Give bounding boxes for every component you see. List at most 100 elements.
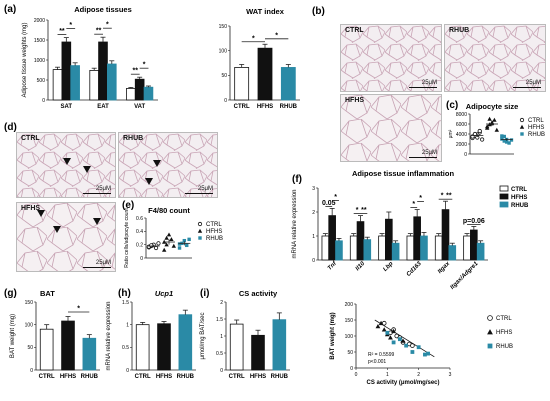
point-hfhs [164,235,169,240]
point-rhub [416,345,421,350]
bar [476,242,485,261]
point-hfhs [494,127,499,132]
bar [61,41,72,101]
significance-label: * [356,207,359,214]
chart-title: BAT [40,289,55,298]
bar [434,235,443,261]
bar [39,328,54,371]
y-tick-label: 6000 [456,122,467,128]
bar [70,65,80,101]
point-hfhs [171,243,176,248]
x-tick-label: HFHS [156,374,172,380]
chart-s: 0 50 100 150 200 BAT weight (mg) 0 1 2 3 CS activi… [330,302,513,386]
chart-title: CS activity [239,289,278,298]
bar [448,245,457,261]
bar [321,235,330,261]
chart-title: F4/80 count [148,206,190,215]
x-axis-title: CS activity (μmol/mg/sec) [366,380,439,386]
significance-label: ** [96,28,102,35]
micrograph-texture [17,203,115,271]
point-rhub [423,352,427,357]
significance-label: ** [361,207,367,214]
point-hfhs [487,116,492,121]
y-tick-label: 0 [350,366,353,372]
micrograph-label: RHUB [449,27,470,34]
bar [61,320,75,371]
bar [385,218,393,261]
x-tick-label: RHUB [177,374,195,380]
arrowhead-marker [93,218,101,225]
y-tick-label: 0 [140,256,143,262]
bar [234,67,250,101]
bar [82,337,97,371]
micrograph-d-hfhs: HFHS 25μM [16,202,116,272]
legend-label: HFHS [496,330,512,336]
panel-label: (a) [4,4,16,15]
point-rhub [187,237,191,242]
y-tick-label: 2000 [34,18,45,24]
y-tick-label: 0.4 [136,229,143,235]
bar [356,221,365,261]
point-rhub [502,139,506,143]
y-tick-label: 0 [126,368,129,374]
chart-c: (c) Adipocyte size 0 2000 4000 6000 8000 μm² CTR… [446,100,545,158]
chart-title: Adipose tissue inflammation [352,169,455,178]
bar [157,323,171,371]
legend-label: HFHS [528,125,544,131]
point-rhub [185,243,189,248]
y-tick-label: 50 [27,345,33,351]
arrowhead-marker [153,160,161,167]
chart-a1: (a) Adipose tissues 0 500 1000 1500 2000 Adipos… [4,4,158,110]
bar [413,216,421,261]
y-tick-label: 0 [312,258,315,264]
x-tick-label: 2 [417,372,420,378]
bar [463,235,471,261]
legend-label: RHUB [206,236,223,242]
bar [107,63,117,101]
bar [328,215,336,261]
micrograph-label: CTRL [345,27,364,34]
micrograph-texture [119,133,217,197]
y-tick-label: 4000 [456,132,467,138]
bar [349,235,358,261]
y-tick-label: 150 [25,300,34,306]
bar [178,314,193,371]
y-axis-title: Ratio cells/adipocyte count [124,208,130,268]
bar [89,70,100,101]
y-tick-label: 1 [220,334,223,340]
point-hfhs [375,324,381,329]
x-tick-label: HFHS [257,104,273,110]
point-rhub [177,242,182,246]
point-ctrl [153,245,159,251]
point-hfhs [166,232,172,237]
point-hfhs [487,329,493,335]
significance-label: * [106,22,109,29]
significance-label: ** [446,193,452,200]
point-hfhs [162,247,167,252]
y-tick-label: 1 [312,234,315,240]
y-axis-title: BAT weight (mg) [330,312,336,359]
point-rhub [385,330,390,335]
point-hfhs [381,327,387,332]
point-ctrl [410,343,415,348]
panel-label: (g) [4,288,17,299]
y-tick-label: 50 [221,73,227,79]
chart-title: Adipocyte size [466,102,519,111]
bar [280,67,296,101]
y-tick-label: 0 [42,98,45,104]
legend-label: RHUB [496,344,513,350]
micrograph-b-ctrl: CTRL 25μM [340,24,442,92]
arrowhead-marker [63,158,71,165]
bar [257,47,273,101]
y-axis-title: Adipose tissue weights (mg) [22,22,28,97]
scale-bar: 25μM [409,150,437,158]
x-tick-label: CTRL [135,374,151,380]
significance-label: * [77,305,80,312]
micrograph-b-hfhs: HFHS 25μM [340,94,442,162]
x-tick-label: Itgax [437,260,452,275]
legend-swatch [499,193,509,200]
bar [420,235,428,261]
point-hfhs [485,124,490,129]
significance-label: * [69,22,72,29]
y-axis-title: μmol/mg BAT/sec [200,312,206,359]
